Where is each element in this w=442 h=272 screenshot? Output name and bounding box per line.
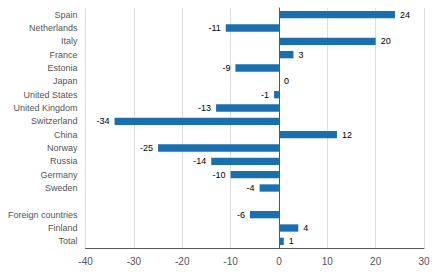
svg-text:-13: -13 [198,103,211,113]
svg-text:-9: -9 [222,63,230,73]
svg-text:United States: United States [24,90,79,100]
svg-text:-40: -40 [78,256,93,267]
svg-text:-20: -20 [175,256,190,267]
svg-text:4: 4 [303,223,308,233]
svg-text:30: 30 [418,256,430,267]
svg-text:Spain: Spain [55,10,78,20]
svg-text:-25: -25 [140,143,153,153]
svg-text:12: 12 [342,130,352,140]
svg-text:-6: -6 [237,210,245,220]
svg-text:Total: Total [59,236,78,246]
svg-text:-10: -10 [223,256,238,267]
svg-text:-11: -11 [208,23,220,33]
svg-text:-4: -4 [247,183,255,193]
svg-text:-1: -1 [261,90,269,100]
svg-text:20: 20 [370,256,382,267]
svg-text:0: 0 [284,76,289,86]
svg-text:Netherlands: Netherlands [29,23,78,33]
svg-text:Finland: Finland [48,223,78,233]
svg-text:Estonia: Estonia [48,63,78,73]
svg-text:United Kingdom: United Kingdom [13,103,77,113]
svg-text:Norway: Norway [47,143,78,153]
svg-text:France: France [50,50,78,60]
svg-text:3: 3 [298,50,303,60]
svg-text:-10: -10 [213,170,226,180]
svg-text:1: 1 [289,236,294,246]
svg-text:-14: -14 [193,156,206,166]
svg-text:0: 0 [276,256,282,267]
svg-text:Sweden: Sweden [45,183,78,193]
svg-text:-30: -30 [127,256,142,267]
svg-text:Foreign countries: Foreign countries [8,210,78,220]
svg-text:Germany: Germany [41,170,79,180]
svg-text:20: 20 [381,36,391,46]
svg-text:Russia: Russia [50,156,78,166]
svg-text:24: 24 [400,10,410,20]
svg-text:10: 10 [322,256,334,267]
svg-text:Switzerland: Switzerland [31,116,78,126]
svg-text:Italy: Italy [61,36,78,46]
svg-text:-34: -34 [97,116,110,126]
svg-text:China: China [54,130,78,140]
svg-text:Japan: Japan [53,76,78,86]
